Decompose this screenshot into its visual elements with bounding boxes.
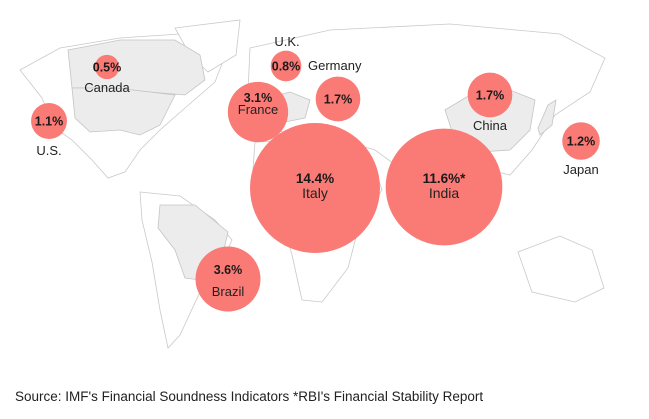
- bubble-china: [467, 72, 513, 118]
- japan-shape: [537, 99, 557, 136]
- country-label-uk: U.K.: [274, 34, 299, 49]
- country-label-japan: Japan: [563, 162, 598, 177]
- bubble-india: [385, 128, 503, 246]
- value-label-us: 1.1%: [35, 115, 64, 129]
- country-label-france: France: [238, 102, 278, 117]
- value-label-france: 3.1%: [244, 91, 273, 105]
- bubble-japan: [562, 122, 600, 160]
- bubble-uk: [270, 50, 302, 82]
- country-label-canada: Canada: [84, 80, 130, 95]
- country-label-germany: Germany: [308, 58, 362, 73]
- australia: [517, 235, 605, 303]
- bubbles: 0.5% Canada 1.1% U.S. 0.8% U.K. 1.7% Germany 3.1…: [31, 34, 600, 312]
- bubble-germany: [315, 76, 361, 122]
- country-label-brazil: Brazil: [212, 284, 245, 299]
- value-label-uk: 0.8%: [272, 60, 301, 74]
- us-shape: [71, 87, 176, 136]
- country-label-india: India: [429, 185, 460, 201]
- value-label-brazil: 3.6%: [214, 263, 243, 277]
- country-label-china: China: [473, 118, 508, 133]
- bubble-brazil: [195, 246, 261, 312]
- value-label-china: 1.7%: [476, 89, 505, 103]
- bubble-us: [31, 103, 67, 139]
- country-label-italy: Italy: [302, 185, 328, 201]
- bubble-italy: [250, 123, 380, 253]
- value-label-italy: 14.4%: [296, 171, 334, 186]
- value-label-india: 11.6%*: [423, 171, 467, 186]
- country-label-us: U.S.: [36, 143, 61, 158]
- world-map: 0.5% Canada 1.1% U.S. 0.8% U.K. 1.7% Germany 3.1…: [19, 19, 606, 349]
- source-note: Source: IMF's Financial Soundness Indica…: [15, 389, 484, 404]
- bubble-france: [227, 81, 289, 143]
- value-label-germany: 1.7%: [324, 93, 353, 107]
- bubble-canada: [94, 54, 120, 80]
- value-label-canada: 0.5%: [93, 61, 122, 75]
- value-label-japan: 1.2%: [567, 135, 596, 149]
